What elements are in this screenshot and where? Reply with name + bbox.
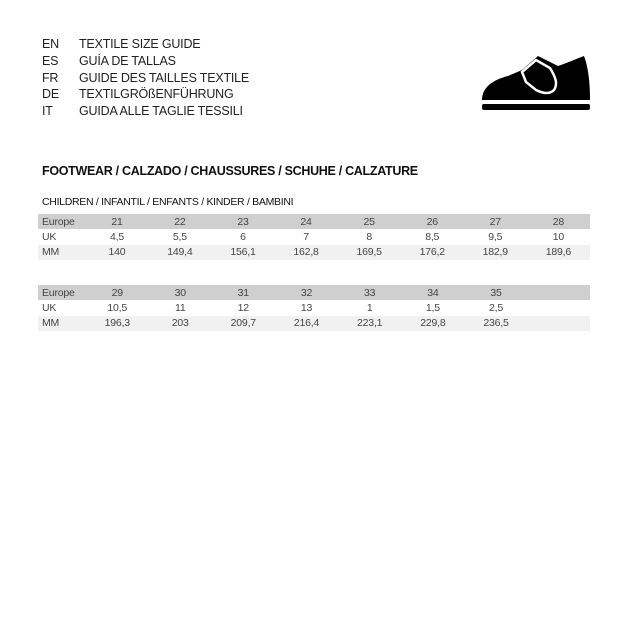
language-list: EN TEXTILE SIZE GUIDE ES GUÍA DE TALLAS FR… [42,36,249,120]
table-cell: 32 [274,285,339,301]
table-cell: 229,8 [401,315,465,331]
lang-row-en: EN TEXTILE SIZE GUIDE [42,36,249,53]
table-cell: 1,5 [425,301,440,314]
table-cell: 23 [211,214,275,230]
table-cell: 6 [240,230,246,243]
lang-row-de: DE TEXTILGRÖßENFÜHRUNG [42,86,249,103]
table-cell: 22 [148,214,212,230]
table-cell: 176,2 [400,244,464,260]
lang-row-it: IT GUIDA ALLE TAGLIE TESSILI [42,103,249,120]
table-cell: 203 [148,315,212,331]
table-cell: 33 [338,285,402,301]
lang-title: TEXTILE SIZE GUIDE [79,37,201,51]
lang-row-fr: FR GUIDE DES TAILLES TEXTILE [42,70,249,87]
lang-code: ES [42,53,59,68]
table-cell: 189,6 [526,244,590,260]
size-table-2: Europe 29 30 31 32 33 34 35 UK 10,5 11 12 13 1 1,5 2,5 M… [38,285,590,331]
table-cell: 216,4 [274,315,339,331]
table-cell [528,300,590,315]
row-label: Europe [38,214,86,230]
section-title: FOOTWEAR / CALZADO / CHAUSSURES / SCHUHE… [42,164,418,178]
table-cell [527,315,590,331]
table-row: MM 196,3 203 209,7 216,4 223,1 229,8 236,5 [38,315,590,331]
table-cell: 13 [300,301,313,314]
table-cell: 8 [366,230,372,243]
subsection-title: CHILDREN / INFANTIL / ENFANTS / KINDER /… [42,196,294,208]
table-cell: 4,5 [109,230,124,243]
table-cell: 162,8 [274,244,338,260]
table-cell: 149,4 [148,244,212,260]
lang-code: EN [42,37,59,51]
table-cell: 196,3 [85,315,149,331]
table-cell: 5,5 [172,230,187,243]
table-cell: 11 [175,301,186,314]
row-label: UK [42,230,57,243]
table-cell: 209,7 [211,315,275,331]
table-cell: 2,5 [489,301,504,314]
table-cell: 34 [401,285,465,301]
table-cell: 7 [303,230,309,243]
table-row: Europe 21 22 23 24 25 26 27 28 [38,214,590,230]
table-cell: 26 [400,214,464,230]
table-cell: 28 [526,214,590,230]
table-cell: 30 [148,285,212,301]
table-row: UK 10,5 11 12 13 1 1,5 2,5 [38,300,590,315]
row-label: Europe [38,285,86,301]
table-row: MM 140 149,4 156,1 162,8 169,5 176,2 182,9 189,6 [38,244,590,260]
table-row: Europe 29 30 31 32 33 34 35 [38,285,590,301]
row-label: UK [42,301,57,314]
shoe-velcro-icon [482,56,590,110]
table-cell: 12 [237,301,249,314]
lang-code: FR [42,70,59,85]
lang-title: GUIDE DES TAILLES TEXTILE [79,70,250,85]
lang-code: DE [42,87,59,102]
table-cell: 223,1 [338,315,402,331]
table-cell [527,285,590,301]
table-cell: 8,5 [425,230,440,243]
table-cell: 21 [85,214,149,230]
table-cell: 10 [552,230,565,243]
table-cell: 35 [464,285,528,301]
lang-title: GUIDA ALLE TAGLIE TESSILI [79,104,243,119]
lang-code: IT [42,104,53,119]
lang-row-es: ES GUÍA DE TALLAS [42,53,249,70]
table-cell: 24 [274,214,338,230]
table-cell: 10,5 [107,301,128,314]
table-cell: 156,1 [211,244,275,260]
table-row: UK 4,5 5,5 6 7 8 8,5 9,5 10 [38,229,590,244]
row-label: MM [38,315,86,331]
table-cell: 140 [85,244,149,260]
table-cell: 236,5 [464,315,528,331]
table-cell: 31 [211,285,275,301]
table-cell: 25 [337,214,401,230]
lang-title: TEXTILGRÖßENFÜHRUNG [79,87,234,102]
row-label: MM [38,244,86,260]
size-table-1: Europe 21 22 23 24 25 26 27 28 UK 4,5 5,5 6 7 8 8,5 9,5 1… [38,214,590,260]
table-cell: 1 [366,301,373,314]
table-cell: 27 [463,214,527,230]
table-cell: 182,9 [463,244,527,260]
table-cell: 29 [85,285,149,301]
lang-title: GUÍA DE TALLAS [79,53,176,68]
table-cell: 9,5 [488,230,503,243]
table-cell: 169,5 [337,244,401,260]
